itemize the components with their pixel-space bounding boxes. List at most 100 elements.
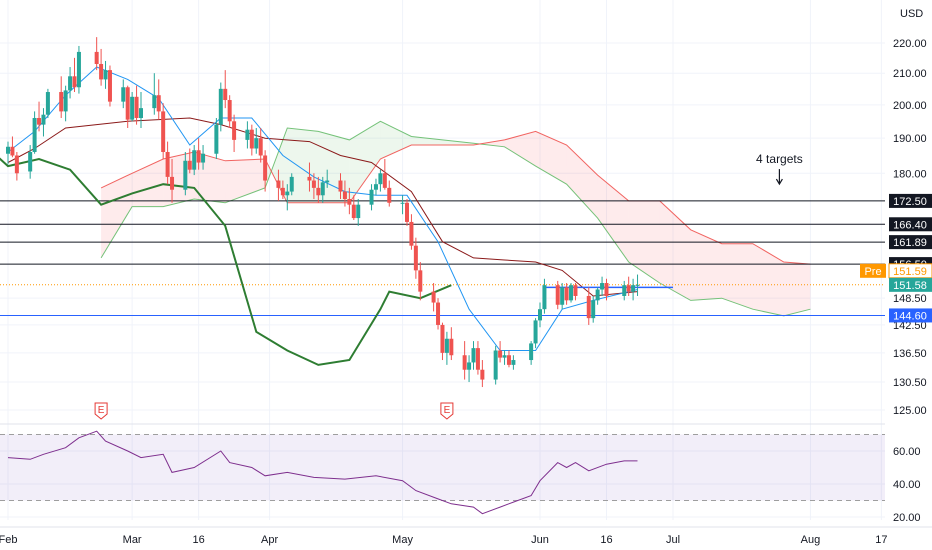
axes: 220.00 210.00 200.00 190.00 180.00 148.50 142.…	[0, 8, 932, 546]
candle	[506, 350, 511, 368]
time-tick-label: May	[392, 534, 413, 546]
candle	[76, 45, 81, 94]
candle-body	[542, 285, 547, 310]
candle-body	[373, 184, 378, 190]
candle-body	[436, 302, 441, 325]
candle-body	[356, 204, 361, 219]
candle	[555, 280, 560, 310]
candle-body	[569, 285, 574, 301]
candle	[280, 180, 285, 200]
candle	[586, 287, 591, 325]
candle-body	[68, 76, 73, 91]
candle	[356, 199, 361, 226]
candle-body	[413, 245, 418, 271]
earnings-marker-label: E	[444, 405, 451, 416]
earnings-marker-label: E	[98, 405, 105, 416]
candle	[218, 82, 223, 132]
rsi-pane	[0, 430, 885, 515]
candle-body	[471, 348, 476, 363]
candle	[320, 176, 325, 203]
cloud-segment	[349, 121, 381, 203]
candle	[342, 180, 347, 207]
candle-body	[10, 146, 15, 156]
candle	[511, 355, 516, 370]
candle-body	[467, 362, 472, 370]
candle	[449, 327, 454, 361]
pre-market-label: Pre 151.59	[860, 263, 932, 279]
candle	[635, 274, 640, 296]
cloud-segment	[783, 262, 811, 316]
candle	[351, 195, 356, 220]
candle	[134, 85, 139, 125]
candle	[498, 341, 503, 363]
candle	[99, 48, 104, 86]
candle	[121, 79, 126, 109]
candle-body	[59, 92, 64, 112]
level-price-label-text: 144.60	[893, 310, 927, 322]
candle-body	[72, 76, 77, 88]
candle-body	[498, 350, 503, 358]
cloud-segment	[265, 128, 288, 203]
candle	[307, 162, 312, 192]
candle	[161, 103, 166, 160]
candle-body	[506, 355, 511, 365]
cloud-segment	[411, 136, 443, 146]
candle-body	[76, 51, 81, 88]
ichimoku-cloud	[100, 120, 811, 317]
candle	[285, 184, 290, 211]
candle-body	[125, 87, 130, 120]
candle-body	[387, 187, 392, 203]
candle	[387, 180, 392, 207]
candle	[564, 283, 569, 305]
candle-body	[280, 187, 285, 196]
pre-market-prefix-bg	[860, 263, 886, 278]
candle-body	[600, 283, 605, 290]
candle-body	[121, 87, 126, 102]
cloud-segment	[194, 151, 226, 203]
price-tick-label: 125.00	[893, 405, 927, 417]
candle	[28, 145, 33, 179]
candle-body	[183, 160, 188, 190]
last-price-value: 151.58	[893, 280, 927, 292]
candle-body	[555, 285, 560, 305]
candle-body	[103, 70, 108, 80]
candle	[533, 318, 538, 349]
candle-body	[45, 92, 50, 115]
level-price-label-bg	[889, 235, 932, 250]
price-tick-label: 136.50	[893, 348, 927, 360]
candle	[378, 169, 383, 192]
candle	[373, 178, 378, 196]
candle-body	[320, 182, 325, 196]
candle-body	[223, 88, 228, 101]
time-tick-label: Jul	[666, 534, 680, 546]
kijun-line	[7, 117, 638, 297]
candlesticks	[6, 37, 640, 388]
rsi-band	[0, 434, 885, 501]
candle-body	[130, 96, 135, 120]
candle-body	[6, 146, 10, 154]
candle	[538, 302, 542, 328]
candle	[467, 355, 472, 383]
cloud-segment	[132, 159, 164, 207]
candle-body	[99, 63, 104, 80]
candle	[94, 37, 99, 71]
annotation-arrow-head	[775, 178, 783, 186]
candle-body	[285, 191, 290, 196]
candle	[493, 345, 498, 385]
candle	[187, 148, 192, 174]
last-price-bg	[889, 277, 932, 292]
candle-body	[418, 270, 423, 292]
candle	[316, 176, 321, 203]
candle	[622, 280, 627, 301]
candle	[232, 114, 237, 152]
earnings-marker-shape	[94, 402, 108, 420]
candle	[165, 141, 170, 185]
candle-body	[134, 96, 139, 118]
candle-body	[258, 138, 263, 156]
candle-body	[28, 151, 33, 172]
candle-body	[196, 150, 201, 163]
candle	[444, 331, 449, 365]
candle-body	[560, 287, 565, 305]
candle	[10, 136, 15, 158]
